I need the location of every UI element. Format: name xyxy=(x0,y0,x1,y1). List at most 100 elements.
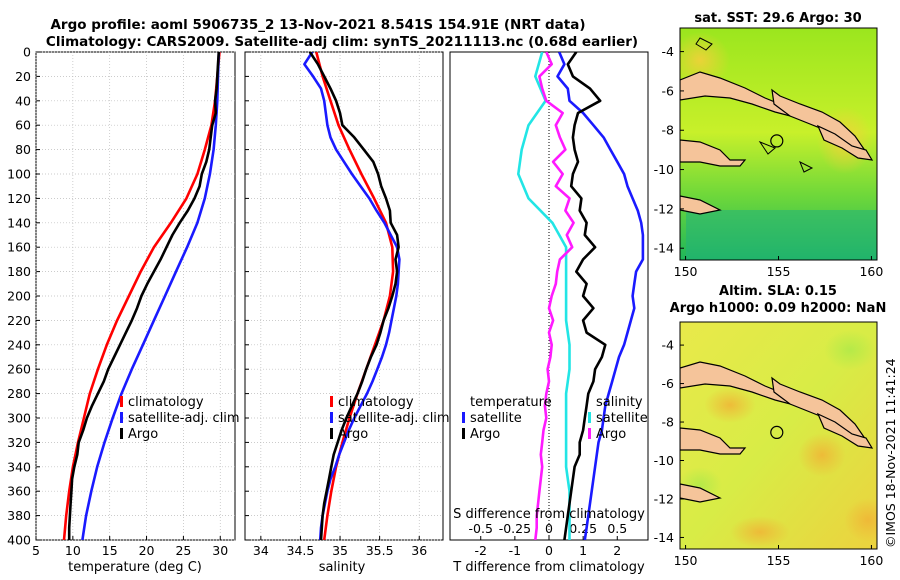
sst-map-title: sat. SST: 29.6 Argo: 30 xyxy=(694,11,861,26)
lon-tick-150: 150 xyxy=(674,553,698,568)
cape-york-coast xyxy=(680,483,722,503)
lat-tick--12: -12 xyxy=(654,201,674,216)
series-argo xyxy=(308,52,400,540)
lat-tick--4: -4 xyxy=(662,44,675,59)
temperature-gridlines xyxy=(35,51,235,541)
series-climatology xyxy=(62,52,221,540)
x-tick-20: 20 xyxy=(139,543,155,558)
x-tick-35.5: 35.5 xyxy=(366,543,394,558)
cape-york-coast xyxy=(680,195,722,215)
depth-tick-380: 380 xyxy=(7,508,31,523)
legend-temp-argo-swatch xyxy=(462,428,465,439)
sla-map-title-line-2: Argo h1000: 0.09 h2000: NaN xyxy=(670,301,887,316)
t-difference-xlabel: T difference from climatology xyxy=(452,560,645,575)
sst-cool-band xyxy=(686,210,877,260)
lon-tick-155: 155 xyxy=(767,553,791,568)
lon-tick-160: 160 xyxy=(859,553,883,568)
x-tick--2: -2 xyxy=(474,543,486,558)
s-tick-0.25: 0.25 xyxy=(569,521,597,536)
depth-tick-80: 80 xyxy=(15,142,31,157)
depth-tick-200: 200 xyxy=(7,289,31,304)
title-line-2: Climatology: CARS2009. Satellite-adj cli… xyxy=(46,34,638,50)
legend-satellite-swatch xyxy=(120,412,123,423)
depth-tick-220: 220 xyxy=(7,313,31,328)
legend-argo-swatch xyxy=(120,428,123,439)
lat-tick--4: -4 xyxy=(662,338,675,353)
series-salinity-argo xyxy=(534,52,575,540)
x-tick-10: 10 xyxy=(65,543,81,558)
lat-tick--12: -12 xyxy=(654,491,674,506)
legend-climatology-label: climatology xyxy=(338,395,414,410)
lon-tick-155: 155 xyxy=(767,264,791,279)
depth-tick-240: 240 xyxy=(7,337,31,352)
imos-timestamp: ©IMOS 18-Nov-2021 11:41:24 xyxy=(883,358,898,548)
temperature-panel: 0 20 40 60 80 100 120 140 160 180 200 220 240 260 280 3… xyxy=(7,45,239,576)
legend-argo-swatch xyxy=(330,428,333,439)
series-temperature-satellite xyxy=(516,52,571,540)
depth-tick-260: 260 xyxy=(7,362,31,377)
salinity-panel: 34 34.5 35 35.5 36 salinity climatology sate… xyxy=(244,51,450,575)
sla-low-patch xyxy=(824,330,876,370)
legend-climatology-swatch xyxy=(330,396,333,407)
legend-satellite-label: satellite-adj. clim xyxy=(338,411,450,426)
sla-map-lon-ticks: 150 155 160 xyxy=(674,545,883,568)
lat-tick--8: -8 xyxy=(662,123,675,138)
x-tick-30: 30 xyxy=(212,543,228,558)
salinity-series xyxy=(303,52,401,540)
x-tick-25: 25 xyxy=(175,543,191,558)
depth-tick-0: 0 xyxy=(23,45,31,60)
depth-tick-100: 100 xyxy=(7,167,31,182)
legend-satellite-label: satellite-adj. clim xyxy=(128,411,240,426)
temperature-series xyxy=(62,52,221,540)
depth-tick-180: 180 xyxy=(7,264,31,279)
lon-tick-160: 160 xyxy=(859,264,883,279)
papua-peninsula-coast xyxy=(680,427,747,455)
sla-map-lat-ticks: -4 -6 -8 -10 -12 -14 xyxy=(654,338,684,545)
legend-climatology-label: climatology xyxy=(128,395,204,410)
difference-series xyxy=(516,52,645,540)
legend-temp-argo-label: Argo xyxy=(470,427,500,442)
legend-argo-label: Argo xyxy=(338,427,368,442)
depth-tick-300: 300 xyxy=(7,411,31,426)
lat-tick--6: -6 xyxy=(662,376,675,391)
lat-tick--10: -10 xyxy=(654,453,674,468)
papua-peninsula-coast xyxy=(680,139,747,167)
x-tick-0: 0 xyxy=(545,543,553,558)
temperature-tick-labels: 5 10 15 20 25 30 xyxy=(32,536,228,558)
legend-salinity-title: salinity xyxy=(596,395,643,410)
bougainville-coast xyxy=(816,412,874,449)
sla-high-patch xyxy=(704,387,756,423)
lon-tick-150: 150 xyxy=(674,264,698,279)
lat-tick--14: -14 xyxy=(654,241,674,256)
x-tick-34.5: 34.5 xyxy=(287,543,315,558)
series-satellite xyxy=(81,52,221,540)
depth-tick-320: 320 xyxy=(7,435,31,450)
bougainville-coast xyxy=(816,124,874,161)
series-temperature-satellite-adj xyxy=(556,52,645,540)
temperature-xlabel: temperature (deg C) xyxy=(68,560,202,575)
sst-warm-patch xyxy=(680,32,730,88)
depth-tick-280: 280 xyxy=(7,386,31,401)
t-difference-tick-labels: -2 -1 0 1 2 xyxy=(474,536,621,558)
s-tick--0.5: -0.5 xyxy=(469,521,493,536)
legend-temperature-title: temperature xyxy=(470,395,552,410)
sst-map-lat-ticks: -4 -6 -8 -10 -12 -14 xyxy=(654,44,684,256)
s-tick-0.5: 0.5 xyxy=(607,521,627,536)
depth-tick-400: 400 xyxy=(7,533,31,548)
difference-panel: -2 -1 0 1 2 -0.5 -0.25 0 0.25 0.5 T difference f… xyxy=(449,51,649,575)
sla-map-panel: Altim. SLA: 0.15 Argo h1000: 0.09 h2000:… xyxy=(654,284,887,568)
s-difference-tick-labels: -0.5 -0.25 0 0.25 0.5 xyxy=(469,521,628,536)
depth-tick-140: 140 xyxy=(7,215,31,230)
x-tick--1: -1 xyxy=(509,543,521,558)
legend-satellite-swatch xyxy=(330,412,333,423)
sla-high-patch xyxy=(730,516,790,548)
x-tick-1: 1 xyxy=(579,543,587,558)
x-tick-2: 2 xyxy=(613,543,621,558)
lat-tick--14: -14 xyxy=(654,530,674,545)
series-satellite xyxy=(303,52,401,540)
title-line-1: Argo profile: aoml 5906735_2 13-Nov-2021… xyxy=(50,17,585,33)
legend-sal-argo-label: Argo xyxy=(596,427,626,442)
x-tick-36: 36 xyxy=(411,543,427,558)
depth-tick-40: 40 xyxy=(15,93,31,108)
